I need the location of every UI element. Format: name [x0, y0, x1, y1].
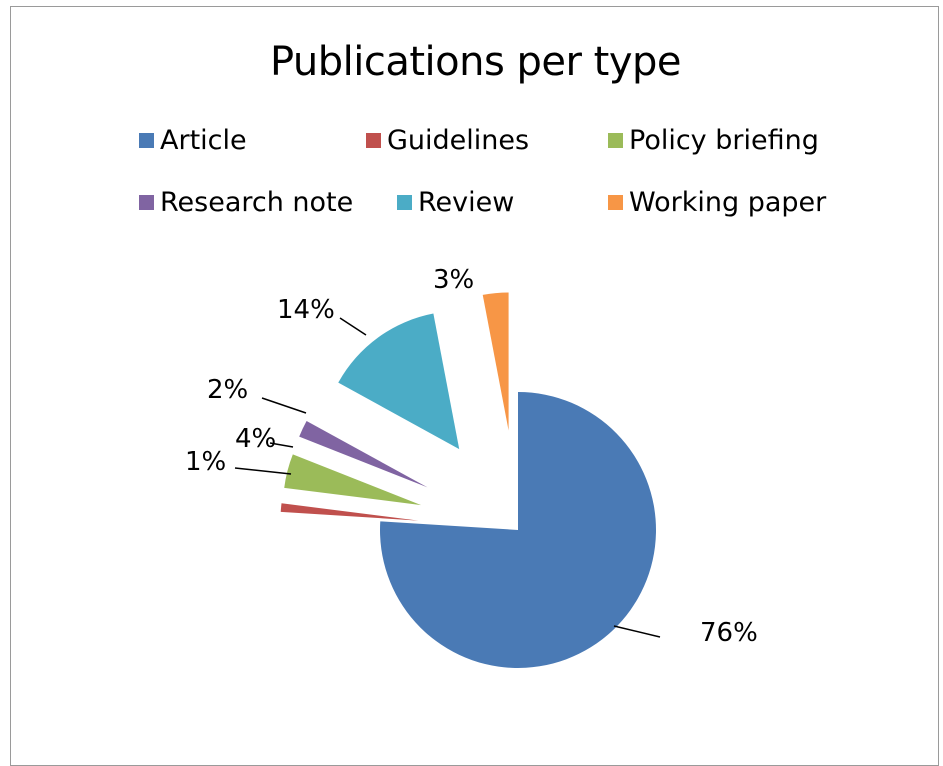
pie-slice-review	[338, 313, 460, 450]
legend-label-research-note: Research note	[160, 187, 354, 218]
leader-line-guidelines	[234, 467, 292, 475]
data-label-policy-briefing: 4%	[235, 424, 276, 454]
legend-swatch-review	[397, 195, 412, 210]
pie-slice-article	[380, 392, 656, 669]
legend-item-research-note: Research note	[139, 187, 353, 218]
data-label-guidelines: 1%	[185, 447, 226, 477]
data-label-article: 76%	[700, 618, 758, 648]
legend-label-policy-briefing: Policy briefing	[629, 125, 819, 156]
leader-line-review	[339, 317, 367, 336]
leader-line-research-note	[261, 397, 307, 414]
chart-title: Publications per type	[269, 39, 682, 85]
pie-chart: 76% 1% 4% 2% 14% 3%	[185, 265, 758, 669]
legend-label-guidelines: Guidelines	[387, 125, 530, 156]
data-label-research-note: 2%	[207, 375, 248, 405]
pie-slice-guidelines	[280, 503, 419, 521]
legend-swatch-guidelines	[366, 133, 381, 148]
pie-slice-working-paper	[482, 292, 509, 431]
data-label-review: 14%	[277, 295, 335, 325]
legend-item-policy-briefing: Policy briefing	[608, 125, 819, 156]
data-label-working-paper: 3%	[433, 265, 474, 295]
legend-item-working-paper: Working paper	[608, 187, 826, 218]
legend-swatch-article	[139, 133, 154, 148]
legend-swatch-policy-briefing	[608, 133, 623, 148]
legend-swatch-working-paper	[608, 195, 623, 210]
legend-item-article: Article	[139, 125, 247, 156]
legend-item-guidelines: Guidelines	[366, 125, 529, 156]
pie-slice-research-note	[299, 420, 428, 488]
legend-label-article: Article	[160, 125, 247, 156]
legend-label-review: Review	[418, 187, 515, 218]
legend-label-working-paper: Working paper	[629, 187, 827, 218]
pie-slice-policy-briefing	[284, 454, 422, 506]
leader-line-article	[613, 625, 661, 638]
leader-line-policy-briefing	[269, 442, 294, 448]
legend-item-review: Review	[397, 187, 514, 218]
legend-swatch-research-note	[139, 195, 154, 210]
